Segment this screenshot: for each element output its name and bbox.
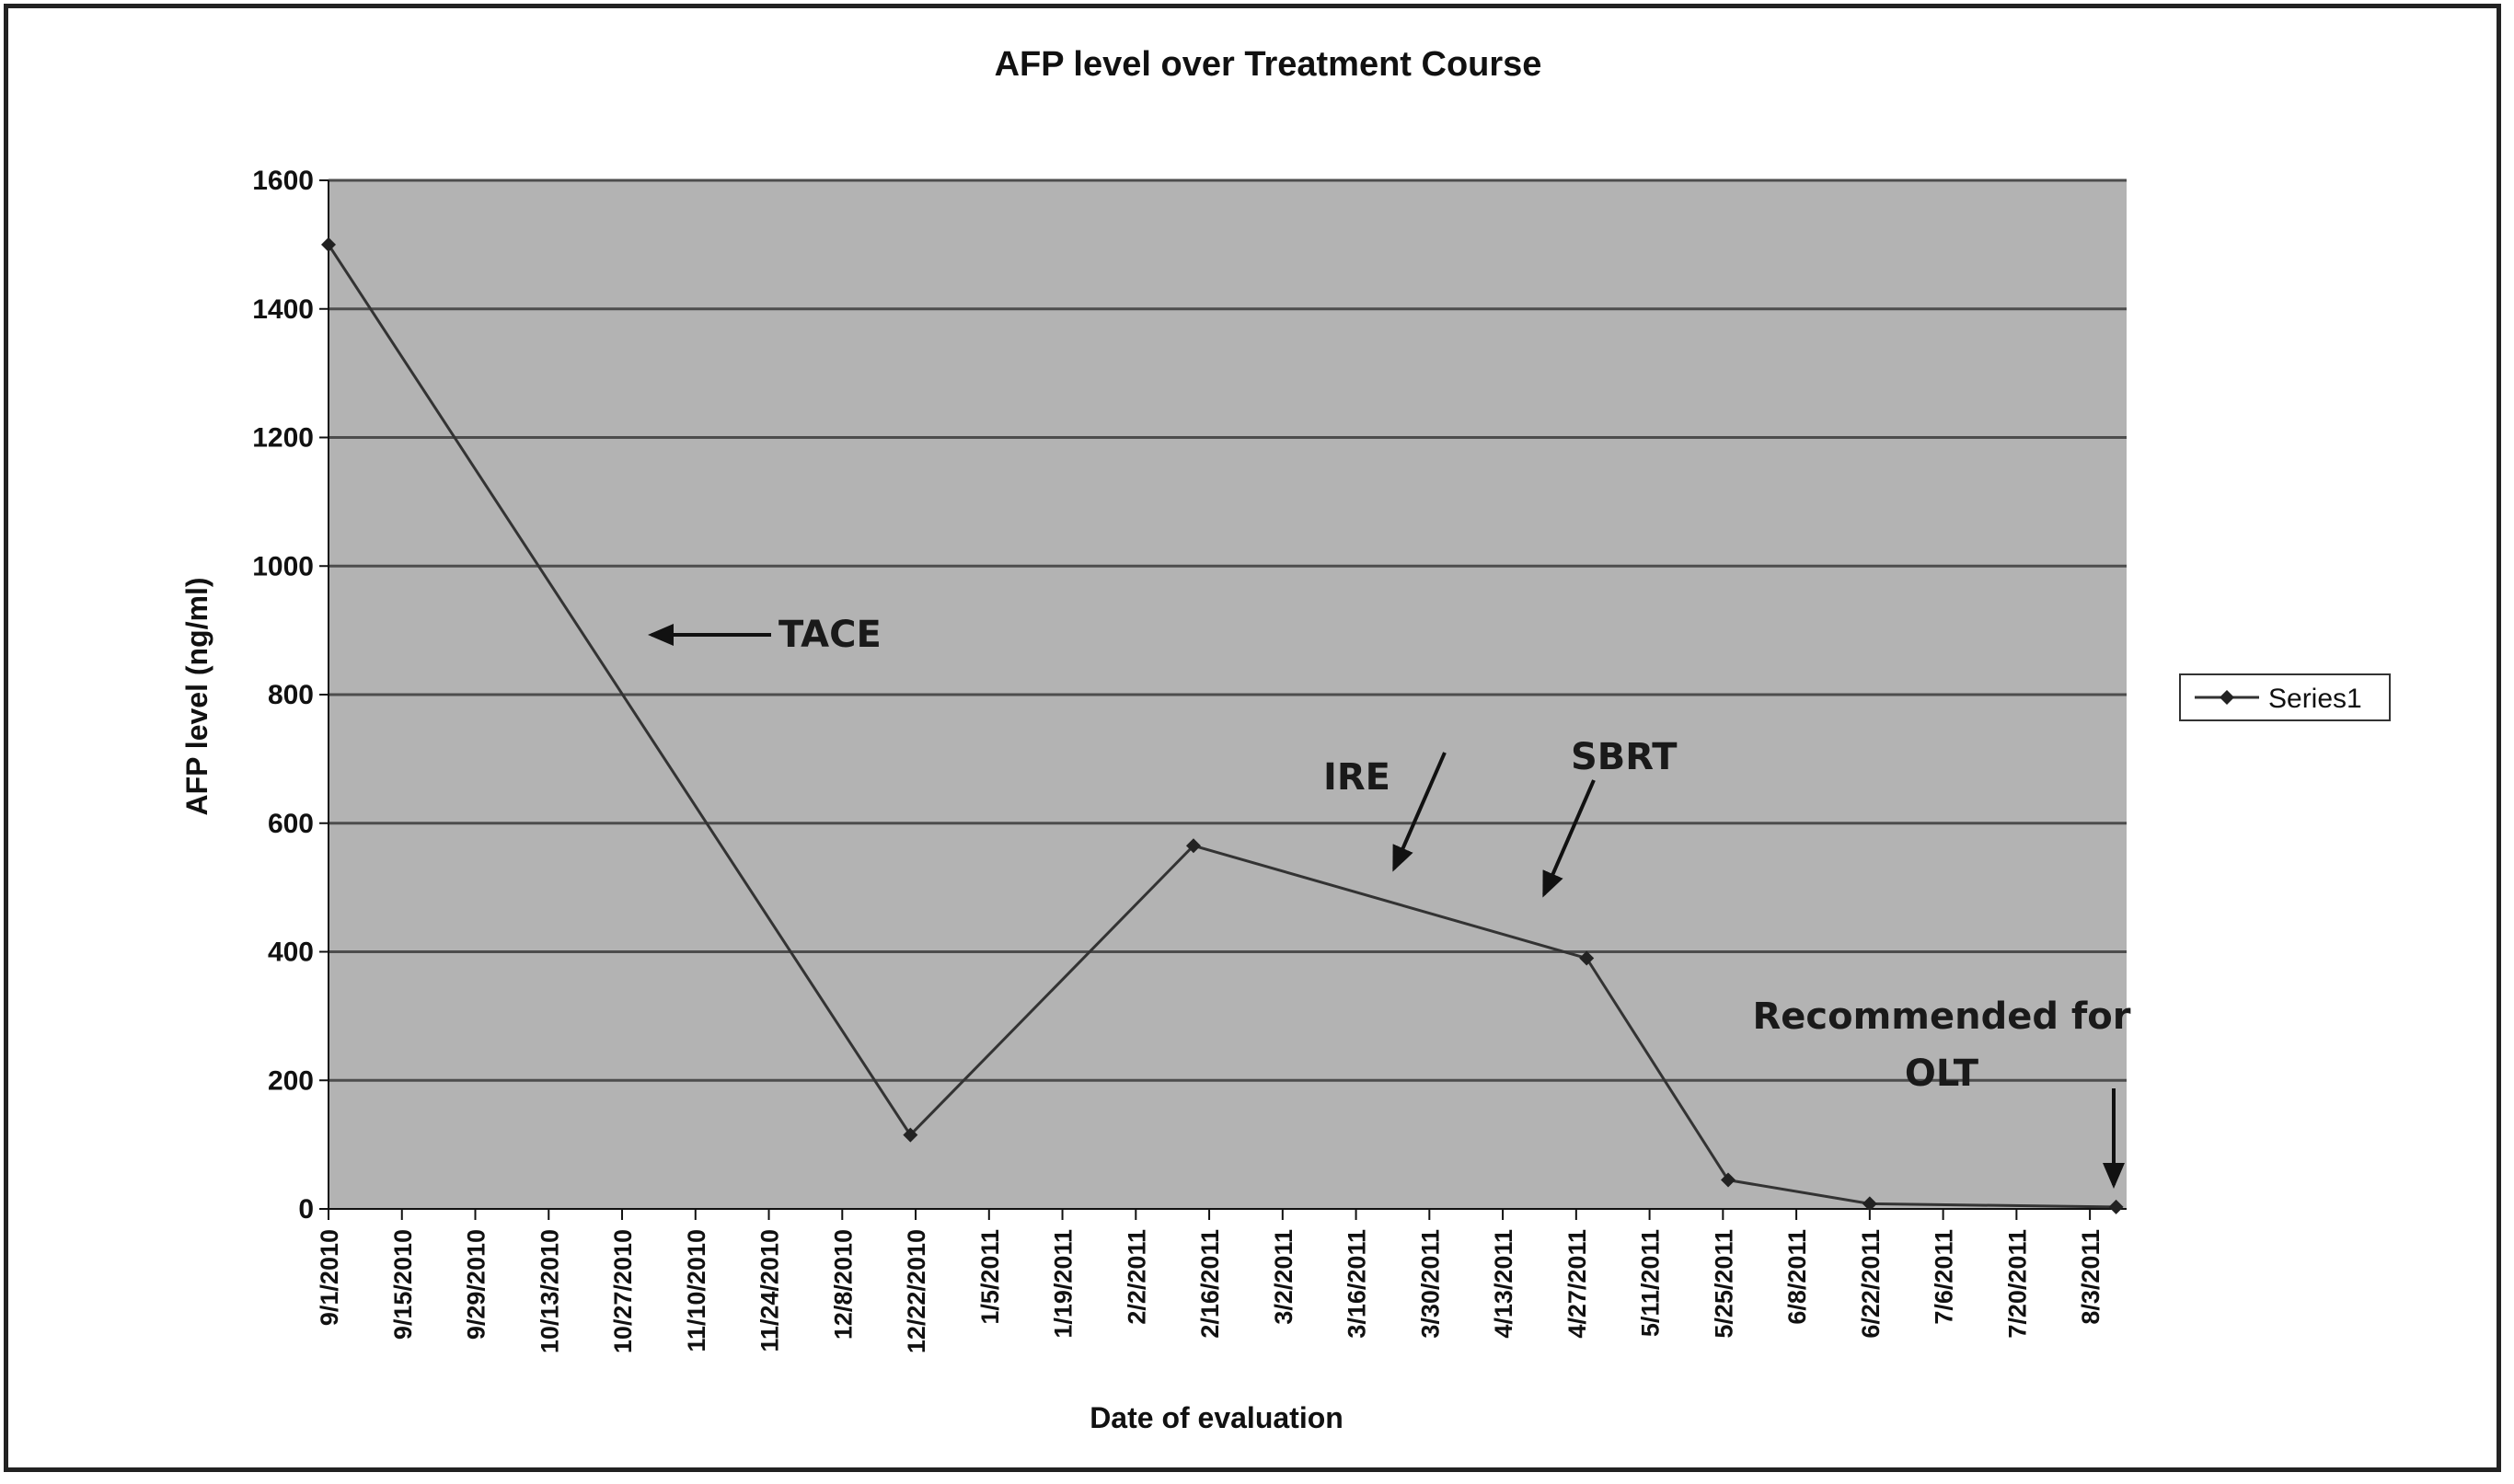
y-tick-label-200: 200	[268, 1065, 314, 1096]
data-point	[2108, 1199, 2124, 1214]
x-tick-label: 9/15/2010	[389, 1229, 417, 1340]
x-tick-label: 3/2/2011	[1270, 1229, 1297, 1325]
x-tick-label: 1/19/2011	[1050, 1229, 1078, 1339]
olt-label-line-1: Recommended for	[1752, 995, 2130, 1038]
y-tick-label-1600: 1600	[252, 166, 314, 196]
x-tick-label: 7/20/2011	[2003, 1229, 2031, 1339]
x-axis-label: Date of evaluation	[1090, 1401, 1343, 1434]
x-tick-label: 7/6/2011	[1931, 1229, 1958, 1325]
y-tick-label-800: 800	[268, 680, 314, 710]
data-point	[1721, 1172, 1736, 1188]
data-point	[321, 236, 336, 252]
x-tick-label: 9/1/2010	[316, 1229, 343, 1326]
gridlines	[329, 178, 2127, 1082]
x-tick-label: 4/13/2011	[1490, 1229, 1517, 1339]
chart-title: AFP level over Treatment Course	[995, 45, 1542, 84]
x-tick-label: 4/27/2011	[1563, 1229, 1591, 1339]
annotation-ire: IRE	[1323, 752, 1447, 872]
x-tick-label: 6/8/2011	[1783, 1229, 1811, 1325]
x-tick-label: 12/8/2010	[829, 1229, 857, 1340]
annotation-olt: Recommended for OLT	[1752, 995, 2131, 1189]
y-axis-ticks: 0 200 400 600 800 1000 1200 1400 1600	[252, 166, 329, 1225]
sbrt-label: SBRT	[1571, 736, 1678, 778]
data-point	[1185, 838, 1201, 854]
sbrt-arrow	[1542, 779, 1596, 898]
y-axis-label: AFP level (ng/ml)	[180, 577, 213, 815]
y-tick-label-1200: 1200	[252, 423, 314, 454]
x-tick-label: 11/24/2010	[756, 1229, 784, 1352]
annotation-tace: TACE	[648, 614, 882, 656]
y-tick-label-600: 600	[268, 809, 314, 839]
legend-marker-diamond-icon	[2220, 690, 2234, 705]
x-tick-label: 10/13/2010	[536, 1229, 563, 1353]
legend-series-name: Series1	[2268, 684, 2362, 714]
y-tick-label-1400: 1400	[252, 294, 314, 325]
x-tick-label: 10/27/2010	[609, 1229, 637, 1353]
x-tick-label: 1/5/2011	[976, 1229, 1004, 1325]
x-tick-label: 2/16/2011	[1196, 1229, 1224, 1339]
y-tick-label-400: 400	[268, 938, 314, 968]
series-layer	[321, 236, 2124, 1214]
x-tick-label: 12/22/2010	[903, 1229, 930, 1353]
ire-arrow	[1392, 752, 1447, 872]
x-tick-label: 2/2/2011	[1123, 1229, 1150, 1325]
annotation-sbrt: SBRT	[1542, 736, 1678, 898]
x-tick-label: 3/16/2011	[1343, 1229, 1371, 1339]
data-point	[1862, 1196, 1877, 1212]
data-point	[903, 1127, 918, 1143]
x-tick-label: 3/30/2011	[1416, 1229, 1444, 1339]
x-axis-ticks: 9/1/2010 9/15/2010 9/29/2010 10/13/2010 10/2…	[316, 1209, 2105, 1353]
y-tick-label-1000: 1000	[252, 551, 314, 581]
data-point	[1579, 950, 1595, 966]
olt-label-line-2: OLT	[1905, 1053, 1979, 1095]
x-tick-label: 8/3/2011	[2077, 1229, 2105, 1325]
x-tick-label: 9/29/2010	[463, 1229, 490, 1340]
tace-label: TACE	[778, 614, 882, 656]
ire-label: IRE	[1323, 756, 1390, 799]
legend: Series1	[2179, 673, 2391, 721]
x-tick-label: 6/22/2011	[1857, 1229, 1885, 1339]
y-tick-label-0: 0	[298, 1194, 314, 1225]
x-tick-label: 11/10/2010	[683, 1229, 710, 1352]
x-tick-label: 5/25/2011	[1710, 1229, 1737, 1339]
x-tick-label: 5/11/2011	[1637, 1229, 1665, 1337]
